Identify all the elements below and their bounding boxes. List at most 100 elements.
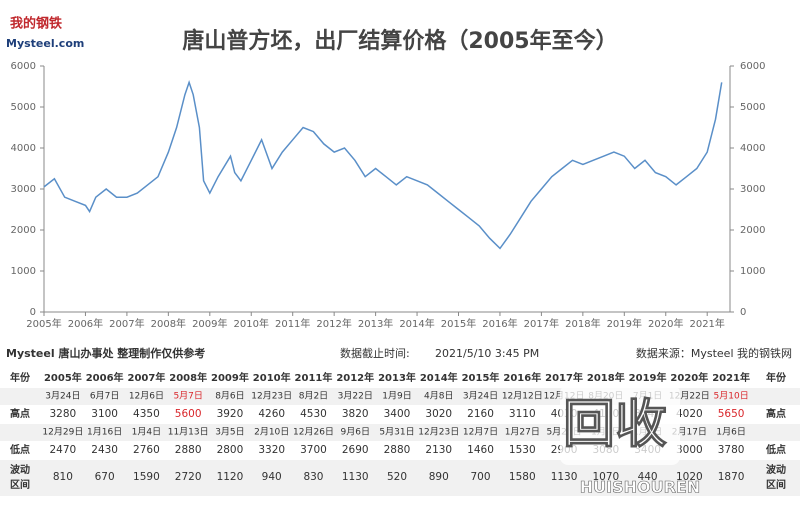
table-cell: 1月16日 <box>87 427 122 438</box>
table-cell: 3000 <box>676 444 703 456</box>
year-header: 2013年 <box>378 371 416 384</box>
row-label: 低点 <box>765 443 786 456</box>
x-tick-label: 2014年 <box>399 317 434 330</box>
row-label: 波动 <box>10 463 30 476</box>
table-cell: 2690 <box>342 444 369 456</box>
y2-tick-label: 4000 <box>740 143 765 154</box>
table-cell: 2880 <box>384 444 411 456</box>
watermark-subtext: HUISHOUREN <box>580 478 700 497</box>
y2-tick-label: 2000 <box>740 225 765 236</box>
table-cell: 12月22日 <box>669 391 710 402</box>
table-cell: 830 <box>303 471 323 483</box>
y-tick-label: 1000 <box>11 266 36 277</box>
table-cell: 3320 <box>258 444 285 456</box>
x-tick-label: 2018年 <box>565 317 600 330</box>
y-tick-label: 6000 <box>11 61 36 72</box>
table-cell: 5月10日 <box>714 391 749 402</box>
year-header: 2012年 <box>336 371 374 384</box>
table-cell: 3700 <box>300 444 327 456</box>
table-cell: 4020 <box>676 408 703 420</box>
table-cell: 1120 <box>217 471 244 483</box>
table-cell: 3400 <box>384 408 411 420</box>
y2-tick-label: 1000 <box>740 266 765 277</box>
table-cell: 2470 <box>50 444 77 456</box>
row-label: 区间 <box>10 478 30 491</box>
table-cell: 12月7日 <box>463 427 498 438</box>
table-cell: 440 <box>638 471 658 483</box>
row-label: 高点 <box>10 407 30 420</box>
table-cell: 1月27日 <box>505 427 540 438</box>
table-cell: 890 <box>429 471 449 483</box>
table-cell: 5600 <box>175 408 202 420</box>
table-cell: 4350 <box>133 408 160 420</box>
y-tick-label: 3000 <box>11 184 36 195</box>
y2-tick-label: 0 <box>740 307 746 318</box>
table-cell: 1460 <box>467 444 494 456</box>
x-tick-label: 2020年 <box>648 317 683 330</box>
table-cell: 8月2日 <box>299 391 328 402</box>
table-cell: 3920 <box>217 408 244 420</box>
year-header: 2018年 <box>587 371 625 384</box>
cutoff-label: 数据截止时间: <box>340 346 410 360</box>
table-cell: 3100 <box>91 408 118 420</box>
table-cell: 4530 <box>300 408 327 420</box>
table-cell: 12月29日 <box>42 427 83 438</box>
cutoff-time: 2021/5/10 3:45 PM <box>435 347 539 360</box>
y2-tick-label: 5000 <box>740 102 765 113</box>
table-cell: 670 <box>95 471 115 483</box>
table-cell: 4260 <box>258 408 285 420</box>
table-cell: 12月6日 <box>129 391 164 402</box>
table-cell: 12月23日 <box>251 391 292 402</box>
table-cell: 700 <box>471 471 491 483</box>
x-tick-label: 2006年 <box>68 317 103 330</box>
table-cell: 520 <box>387 471 407 483</box>
table-cell: 3月22日 <box>338 391 373 402</box>
y-tick-label: 5000 <box>11 102 36 113</box>
table-cell: 3780 <box>718 444 745 456</box>
year-header: 2007年 <box>127 371 165 384</box>
row-label: 低点 <box>9 443 30 456</box>
table-cell: 1020 <box>676 471 703 483</box>
year-header: 2017年 <box>545 371 583 384</box>
x-tick-label: 2021年 <box>689 317 724 330</box>
table-cell: 1月6日 <box>716 427 745 438</box>
table-cell: 2760 <box>133 444 160 456</box>
x-tick-label: 2016年 <box>482 317 517 330</box>
table-cell: 2160 <box>467 408 494 420</box>
year-header: 2021年 <box>712 371 750 384</box>
x-tick-label: 2005年 <box>26 317 61 330</box>
table-cell: 2月10日 <box>254 427 289 438</box>
table-cell: 11月13日 <box>168 427 209 438</box>
table-cell: 8月6日 <box>215 391 244 402</box>
year-header: 2020年 <box>670 371 708 384</box>
table-cell: 940 <box>262 471 282 483</box>
table-cell: 1870 <box>718 471 745 483</box>
source-right: 数据来源：Mysteel 我的钢铁网 <box>636 346 792 360</box>
table-cell: 4月8日 <box>424 391 453 402</box>
table-cell: 2880 <box>175 444 202 456</box>
row-label: 高点 <box>766 407 786 420</box>
table-cell: 6月7日 <box>90 391 119 402</box>
y-tick-label: 0 <box>30 307 36 318</box>
year-header: 2009年 <box>211 371 249 384</box>
table-cell: 12月26日 <box>293 427 334 438</box>
table-cell: 3月24日 <box>45 391 80 402</box>
table-cell: 3280 <box>50 408 77 420</box>
row-label: 区间 <box>766 478 786 491</box>
table-cell: 2130 <box>425 444 452 456</box>
x-tick-label: 2019年 <box>607 317 642 330</box>
table-cell: 2430 <box>91 444 118 456</box>
year-header: 2006年 <box>86 371 124 384</box>
row-label: 波动 <box>766 463 786 476</box>
table-cell: 1530 <box>509 444 536 456</box>
x-tick-label: 2008年 <box>151 317 186 330</box>
year-header: 2008年 <box>169 371 207 384</box>
table-cell: 3110 <box>509 408 536 420</box>
year-header: 2011年 <box>295 371 333 384</box>
x-tick-label: 2007年 <box>109 317 144 330</box>
x-tick-label: 2017年 <box>524 317 559 330</box>
table-cell: 3020 <box>425 408 452 420</box>
table-cell: 1580 <box>509 471 536 483</box>
x-tick-label: 2015年 <box>441 317 476 330</box>
